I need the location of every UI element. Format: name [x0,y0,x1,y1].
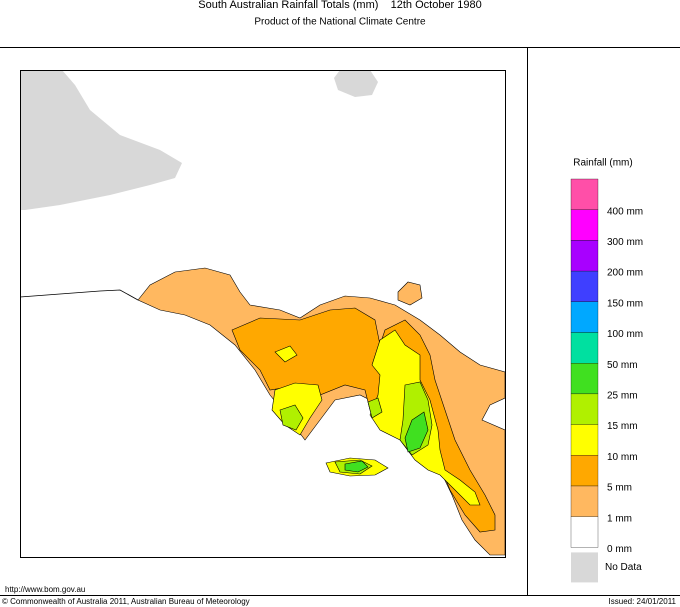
legend-label: 300 mm [607,237,643,248]
no-data-area [20,70,182,210]
rain-area [137,267,506,556]
title: South Australian Rainfall Totals (mm) 12… [198,0,482,11]
rain-area [231,307,496,533]
legend-swatch [570,455,599,487]
legend-label: 15 mm [607,421,638,432]
no-data-area [334,70,378,97]
legend-label: 100 mm [607,329,643,340]
legend-swatch [570,270,599,302]
rain-area [367,397,383,419]
legend-swatch [570,424,599,456]
legend-swatch [570,363,599,395]
rain-area [404,411,429,453]
frame [0,47,680,596]
map [19,70,506,556]
legend-swatch [570,516,599,548]
legend: Rainfall (mm) 400 mm 300 mm 200 mm 150 mm 10… [570,158,643,583]
legend-title: Rainfall (mm) [573,158,632,169]
subtitle: Product of the National Climate Centre [254,17,426,28]
legend-swatch [570,332,599,364]
legend-label: 1 mm [607,513,632,524]
legend-swatch [570,485,599,517]
legend-label: No Data [605,562,642,573]
footer-issued: Issued: 24/01/2011 [609,597,677,606]
rain-area [397,281,423,306]
legend-label: 5 mm [607,483,632,494]
rain-area [274,345,298,363]
legend-swatch [570,240,599,272]
legend-swatch [570,301,599,333]
legend-swatch [571,552,598,583]
legend-swatch [570,178,599,210]
legend-swatch [570,209,599,241]
footer-copyright: © Commonwealth of Australia 2011, Austra… [2,597,250,606]
legend-label: 50 mm [607,360,638,371]
legend-label: 10 mm [607,452,638,463]
rain-area [344,460,369,473]
legend-label: 150 mm [607,298,643,309]
footer-url: http://www.bom.gov.au [5,585,85,594]
rain-area [279,404,304,431]
legend-label: 200 mm [607,268,643,279]
legend-label: 0 mm [607,544,632,555]
legend-swatch [570,393,599,425]
legend-label: 400 mm [607,206,643,217]
coastline [19,289,139,301]
map-border [20,70,506,558]
legend-label: 25 mm [607,391,638,402]
